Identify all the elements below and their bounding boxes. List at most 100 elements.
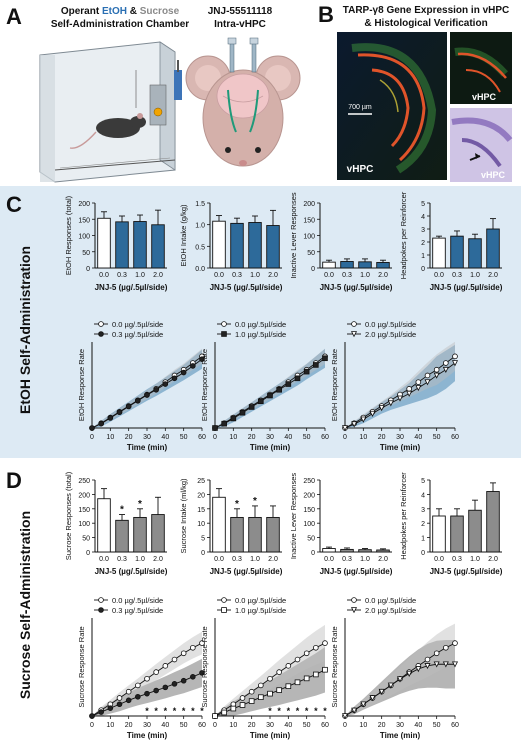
marker-filled-circle (180, 677, 187, 684)
marker-open-circle (452, 640, 458, 646)
marker-open-circle (144, 675, 150, 682)
x-tick-label: 0.0 (214, 556, 224, 563)
panel-b-letter: B (318, 2, 334, 27)
marker-triangle-down (415, 666, 422, 673)
x-tick-label: 0.3 (452, 556, 462, 563)
marker-open-square (294, 679, 301, 686)
bar-2.0 (151, 514, 165, 553)
legend-label: 0.0 µg/.5µl/side (365, 596, 416, 605)
y-tick-label: 0.0 (195, 266, 205, 273)
x-tick-label: 1.0 (135, 272, 145, 279)
panel-c-side-label: EtOH Self-Administration (17, 246, 33, 414)
significance-star: * (268, 706, 272, 716)
x-tick-label: 50 (180, 722, 188, 729)
significance-star: * (120, 505, 124, 516)
bar-2.0 (486, 228, 500, 269)
y-tick-label: 1.0 (195, 223, 205, 230)
bar-0.3 (340, 261, 354, 269)
marker-triangle-down (433, 372, 440, 379)
x-tick-label: 60 (451, 434, 459, 441)
marker-open-circle (443, 644, 449, 651)
marker-open-square (276, 687, 282, 693)
y-tick-label: 1 (421, 253, 425, 260)
x-tick-label: 2.0 (153, 556, 163, 563)
y-tick-label: 50 (307, 536, 315, 543)
sucrose-headpokes-bar-chart: 0 1 2 3 4 5 0.0 0.3 1.0 2.0 JNJ-5 (µg/.5µl/side) He… (399, 472, 503, 576)
marker-open-circle (162, 663, 169, 669)
marker-triangle-down (406, 390, 413, 397)
significance-star: * (314, 706, 318, 716)
x-tick-label: 40 (284, 434, 292, 441)
y-tick-label: 0 (86, 266, 90, 273)
significance-star: * (138, 499, 142, 510)
bar-1.0 (133, 516, 147, 553)
sucrose-response-rate-0.3-line-chart: 0 10 20 30 40 50 60* * * * * * *0.0 µg/.5µl/side0.3 … (77, 596, 206, 740)
x-tick-label: 60 (198, 722, 206, 729)
marker-open-circle (294, 656, 301, 663)
marker-open-circle (406, 386, 412, 392)
marker-triangle-down (351, 707, 358, 714)
x-tick-label: 60 (321, 434, 329, 441)
x-axis-label: JNJ-5 (µg/.5µl/side) (430, 567, 503, 576)
significance-star: * (164, 706, 168, 716)
marker-filled-circle (171, 681, 178, 687)
sucrose-intake-bar-chart: 0 5 10 15 20 25 0.0 0.3 * 1.0 * 2.0 JNJ-5 (µg/.5µl/s… (179, 478, 283, 576)
bar-1.0 (358, 261, 372, 269)
marker-triangle-down (369, 410, 376, 417)
x-tick-label: 40 (414, 434, 422, 441)
panel-a-title-line2: Self-Administration Chamber (51, 19, 189, 30)
marker-open-circle (221, 597, 227, 603)
etoh-intake-bar-chart: 0.0 0.5 1.0 1.5 0.0 0.3 1.0 2.0 JNJ-5 (µg/.5µl/s… (179, 201, 283, 292)
x-axis-label: Time (min) (380, 731, 421, 740)
y-tick-label: 150 (303, 217, 315, 224)
marker-open-circle (199, 640, 205, 646)
marker-triangle-down (396, 395, 404, 402)
y-tick-label: 200 (78, 201, 90, 208)
marker-filled-circle (89, 425, 95, 431)
marker-filled-square (303, 368, 310, 375)
marker-open-circle (433, 650, 440, 657)
x-tick-label: 2.0 (268, 272, 278, 279)
x-tick-label: 1.0 (360, 556, 370, 563)
bar-1.0 (133, 221, 147, 269)
marker-open-circle (424, 656, 431, 663)
x-axis-label: Time (min) (380, 443, 421, 452)
x-tick-label: 0.3 (117, 272, 127, 279)
bar-2.0 (376, 262, 390, 269)
marker-open-circle (415, 379, 422, 385)
sem-band-control (92, 631, 202, 716)
x-tick-label: 50 (180, 434, 188, 441)
x-tick-label: 0.0 (99, 272, 109, 279)
legend-label: 0.0 µg/.5µl/side (235, 596, 286, 605)
y-tick-label: 100 (78, 234, 90, 241)
marker-filled-circle (199, 356, 205, 363)
marker-filled-circle (190, 673, 196, 680)
marker-triangle-down (360, 416, 367, 423)
marker-open-circle (313, 644, 319, 651)
x-tick-label: 40 (161, 722, 169, 729)
legend-label: 0.0 µg/.5µl/side (235, 320, 286, 329)
histology-bottomright-image: vHPC (450, 108, 513, 182)
marker-open-circle (433, 366, 440, 373)
x-tick-label: 20 (378, 722, 386, 729)
marker-triangle-down (442, 661, 449, 668)
bar-1.0 (468, 509, 482, 553)
legend-label: 0.3 µg/.5µl/side (112, 330, 163, 339)
x-axis-label: Time (min) (250, 443, 291, 452)
bar-0.3 (115, 221, 129, 269)
y-axis-label: Sucrose Intake (ml/kg) (179, 478, 188, 554)
marker-filled-square (221, 331, 227, 337)
y-tick-label: 200 (78, 492, 90, 499)
marker-triangle-down (341, 713, 349, 720)
x-tick-label: 0.3 (117, 556, 127, 563)
marker-triangle-down (378, 688, 385, 695)
x-tick-label: 0.0 (214, 272, 224, 279)
marker-open-square (248, 698, 255, 704)
bar-1.0 (248, 516, 262, 553)
marker-triangle-down (360, 701, 367, 708)
scale-bar-label: 700 µm (348, 104, 372, 111)
y-axis-label: Inactive Lever Responses (289, 473, 298, 560)
legend-label: 2.0 µg/.5µl/side (365, 606, 416, 615)
marker-filled-circle (162, 684, 169, 691)
x-tick-label: 2.0 (488, 556, 498, 563)
